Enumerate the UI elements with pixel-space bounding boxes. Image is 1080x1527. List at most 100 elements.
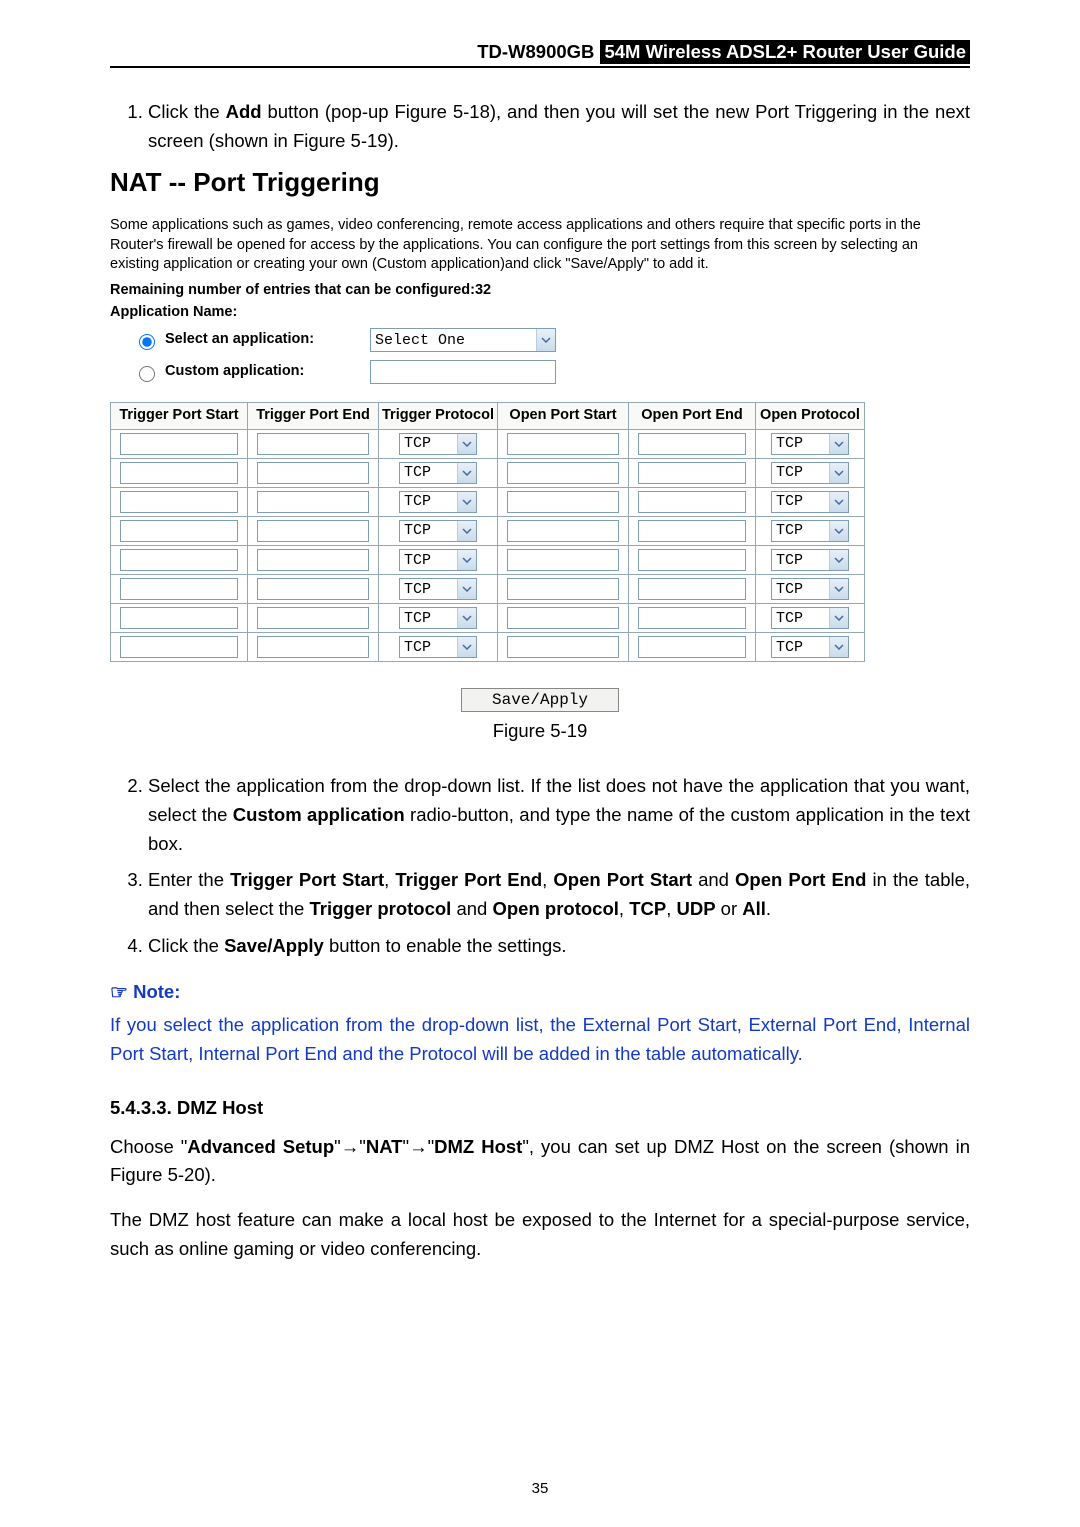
trigger-protocol-select-wrap [399, 607, 477, 629]
port-input[interactable] [638, 607, 746, 629]
table-row [111, 633, 865, 662]
port-input[interactable] [257, 578, 369, 600]
table-cell [498, 458, 629, 487]
port-input[interactable] [507, 578, 619, 600]
step3-b1: Trigger Port Start [230, 869, 384, 890]
trigger-protocol-select[interactable] [399, 607, 477, 629]
table-cell [756, 487, 865, 516]
select-application-dropdown[interactable] [370, 328, 556, 352]
port-input[interactable] [507, 607, 619, 629]
open-protocol-select[interactable] [771, 462, 849, 484]
table-cell [379, 487, 498, 516]
port-input[interactable] [257, 607, 369, 629]
radio-select-app-label: Select an application: [165, 330, 370, 350]
header-model: TD-W8900GB [477, 41, 600, 63]
port-input[interactable] [257, 491, 369, 513]
step-4: Click the Save/Apply button to enable th… [148, 932, 970, 961]
port-input[interactable] [120, 636, 238, 658]
col-trigger-port-end: Trigger Port End [248, 403, 379, 430]
save-apply-button[interactable]: Save/Apply [461, 688, 619, 712]
table-cell [498, 633, 629, 662]
step3-b6: Open protocol [492, 898, 618, 919]
port-input[interactable] [507, 549, 619, 571]
table-cell [248, 633, 379, 662]
table-cell [629, 604, 756, 633]
port-input[interactable] [120, 578, 238, 600]
port-input[interactable] [257, 636, 369, 658]
radio-custom-app-label: Custom application: [165, 362, 370, 382]
select-application-wrap [370, 328, 556, 352]
open-protocol-select[interactable] [771, 607, 849, 629]
page-header: TD-W8900GB 54M Wireless ADSL2+ Router Us… [110, 40, 970, 68]
table-row [111, 516, 865, 545]
open-protocol-select[interactable] [771, 549, 849, 571]
radio-select-application[interactable] [139, 334, 155, 350]
port-input[interactable] [120, 549, 238, 571]
custom-application-input[interactable] [370, 360, 556, 384]
trigger-protocol-select-wrap [399, 578, 477, 600]
port-input[interactable] [257, 549, 369, 571]
table-cell [111, 516, 248, 545]
port-input[interactable] [120, 491, 238, 513]
nat-title: NAT -- Port Triggering [110, 167, 970, 198]
trigger-protocol-select[interactable] [399, 520, 477, 542]
port-trigger-tbody [111, 429, 865, 662]
port-input[interactable] [120, 433, 238, 455]
table-cell [248, 487, 379, 516]
note-heading: ☞ Note: [110, 980, 970, 1005]
open-protocol-select[interactable] [771, 433, 849, 455]
port-input[interactable] [507, 491, 619, 513]
table-cell [111, 458, 248, 487]
nat-body: Some applications such as games, video c… [110, 216, 970, 712]
trigger-protocol-select[interactable] [399, 491, 477, 513]
open-protocol-select[interactable] [771, 636, 849, 658]
port-input[interactable] [638, 549, 746, 571]
port-input[interactable] [120, 520, 238, 542]
header-guide: 54M Wireless ADSL2+ Router User Guide [600, 40, 970, 64]
trigger-protocol-select[interactable] [399, 578, 477, 600]
table-cell [756, 633, 865, 662]
open-protocol-select-wrap [771, 520, 849, 542]
table-cell [248, 516, 379, 545]
col-trigger-port-start: Trigger Port Start [111, 403, 248, 430]
port-input[interactable] [257, 433, 369, 455]
step3-b2: Trigger Port End [395, 869, 542, 890]
radio-custom-application[interactable] [139, 366, 155, 382]
port-input[interactable] [120, 462, 238, 484]
trigger-protocol-select-wrap [399, 636, 477, 658]
port-input[interactable] [507, 433, 619, 455]
note-body: If you select the application from the d… [110, 1011, 970, 1068]
trigger-protocol-select[interactable] [399, 636, 477, 658]
port-input[interactable] [507, 636, 619, 658]
step-1: Click the Add button (pop-up Figure 5-18… [148, 98, 970, 155]
port-input[interactable] [257, 520, 369, 542]
open-protocol-select-wrap [771, 549, 849, 571]
trigger-protocol-select-wrap [399, 433, 477, 455]
table-cell [498, 545, 629, 574]
open-protocol-select[interactable] [771, 520, 849, 542]
port-input[interactable] [638, 491, 746, 513]
steps-list-cont: Select the application from the drop-dow… [110, 772, 970, 960]
table-cell [248, 429, 379, 458]
port-input[interactable] [507, 520, 619, 542]
trigger-protocol-select[interactable] [399, 549, 477, 571]
port-input[interactable] [120, 607, 238, 629]
table-cell [379, 458, 498, 487]
figure-5-19: NAT -- Port Triggering Some applications… [110, 167, 970, 742]
port-input[interactable] [638, 578, 746, 600]
port-input[interactable] [638, 433, 746, 455]
trigger-protocol-select[interactable] [399, 433, 477, 455]
col-open-port-end: Open Port End [629, 403, 756, 430]
port-input[interactable] [257, 462, 369, 484]
dmz-para-1: Choose "Advanced Setup"→"NAT"→"DMZ Host"… [110, 1133, 970, 1190]
port-input[interactable] [638, 520, 746, 542]
trigger-protocol-select[interactable] [399, 462, 477, 484]
step3-c7: or [716, 898, 743, 919]
port-input[interactable] [638, 636, 746, 658]
open-protocol-select[interactable] [771, 491, 849, 513]
step3-b3: Open Port Start [553, 869, 692, 890]
step1-bold: Add [226, 101, 262, 122]
port-input[interactable] [507, 462, 619, 484]
open-protocol-select[interactable] [771, 578, 849, 600]
port-input[interactable] [638, 462, 746, 484]
